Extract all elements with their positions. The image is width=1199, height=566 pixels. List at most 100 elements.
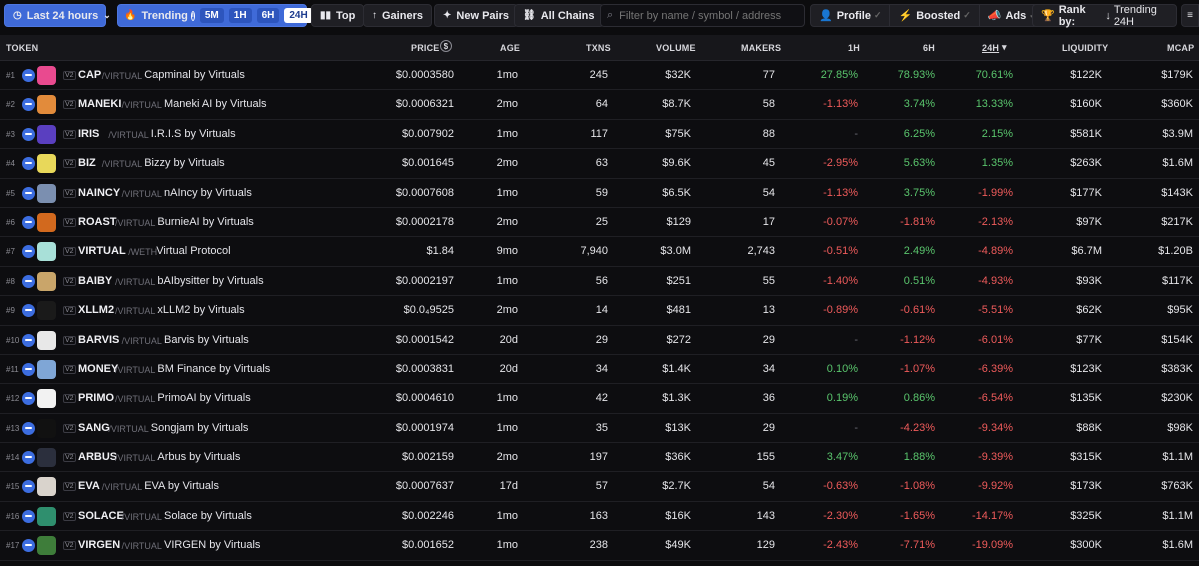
segment-24h[interactable]: 24H — [284, 8, 313, 23]
new-pairs-label: New Pairs — [456, 9, 509, 22]
chevron-down-icon: ⌄ — [103, 10, 111, 20]
table-row[interactable]: #16 V2 SOLACE/VIRTUAL Solace by Virtuals $0.… — [0, 501, 1199, 532]
table-row[interactable]: #15 V2 EVA/VIRTUAL EVA by Virtuals $0.000763… — [0, 472, 1199, 502]
segment-6h[interactable]: 6H — [256, 8, 280, 23]
age-cell: 1mo — [496, 186, 518, 199]
header-age[interactable]: AGE — [500, 43, 521, 53]
makers-cell: 129 — [756, 539, 775, 552]
liquidity-cell: $62K — [1076, 304, 1102, 317]
price-cell: $0.0002178 — [395, 215, 454, 228]
top-button[interactable]: ▮▮ Top — [311, 4, 365, 27]
token-name: bAIbysitter by Virtuals — [157, 274, 264, 287]
price-cell: $0.0006321 — [395, 98, 454, 111]
mcap-cell: $1.20B — [1158, 245, 1193, 258]
change-24h-cell: -2.13% — [978, 215, 1013, 228]
table-row[interactable]: #17 V2 VIRGEN/VIRTUAL VIRGEN by Virtuals $0.… — [0, 531, 1199, 561]
txns-cell: 245 — [589, 69, 608, 81]
volume-cell: $6.5K — [662, 186, 691, 199]
token-symbol: ROAST — [78, 215, 117, 228]
rank-by-dropdown[interactable]: 🏆 Rank by: ↓ Trending 24H — [1032, 4, 1177, 28]
table-row[interactable]: #1 V2 CAP/VIRTUAL Capminal by Virtuals $0.00… — [0, 61, 1199, 91]
liquidity-cell: $6.7M — [1071, 245, 1102, 258]
token-name: PrimoAI by Virtuals — [157, 392, 251, 405]
makers-cell: 54 — [762, 480, 775, 493]
new-pairs-button[interactable]: ✦ New Pairs — [434, 4, 518, 27]
row-rank: #5 — [6, 188, 15, 198]
change-24h-cell: -6.39% — [978, 362, 1013, 375]
change-24h-cell: -4.93% — [978, 274, 1013, 287]
boosted-filter[interactable]: ⚡ Boosted ✓ — [890, 5, 980, 26]
liquidity-cell: $123K — [1070, 362, 1102, 375]
link-icon: ⛓ — [523, 10, 536, 21]
search-input[interactable] — [619, 9, 790, 22]
header-makers[interactable]: MAKERS — [741, 43, 782, 53]
ads-label: Ads — [1005, 9, 1027, 22]
txns-cell: 14 — [595, 304, 608, 317]
token-symbol: IRIS — [78, 127, 100, 140]
gainers-button[interactable]: ↑ Gainers — [363, 4, 432, 27]
header-1h[interactable]: 1H — [848, 43, 860, 53]
table-row[interactable]: #7 V2 VIRTUAL/WETH Virtual Protocol $1.84 9mo… — [0, 237, 1199, 267]
table-row[interactable]: #5 V2 NAINCY/VIRTUAL nAIncy by Virtuals $0.0… — [0, 178, 1199, 208]
table-row[interactable]: #4 V2 BIZ/VIRTUAL Bizzy by Virtuals $0.00164… — [0, 149, 1199, 179]
change-24h-cell: -14.17% — [972, 509, 1013, 522]
change-1h-cell: - — [854, 333, 858, 346]
mcap-cell: $360K — [1161, 98, 1193, 111]
trending-button[interactable]: 🔥 Trending i 5M 1H 6H 24H — [117, 4, 313, 27]
change-24h-cell: -19.09% — [972, 539, 1013, 552]
segment-1h[interactable]: 1H — [228, 8, 252, 23]
header-volume[interactable]: VOLUME — [656, 43, 696, 53]
makers-cell: 58 — [762, 98, 775, 111]
price-cell: $0.0004610 — [395, 392, 454, 405]
dex-version-badge: V2 — [63, 247, 76, 257]
table-row[interactable]: #12 V2 PRIMO/VIRTUAL PrimoAI by Virtuals $0.… — [0, 384, 1199, 414]
txns-cell: 117 — [590, 127, 608, 140]
table-row[interactable]: #11 V2 MONEY/VIRTUAL BM Finance by Virtuals… — [0, 354, 1199, 385]
table-row[interactable]: #3 V2 IRIS/VIRTUAL I.R.I.S by Virtuals $0.00… — [0, 119, 1199, 150]
segment-5m[interactable]: 5M — [199, 8, 224, 23]
token-logo — [37, 506, 56, 526]
mcap-cell: $763K — [1161, 480, 1193, 493]
table-row[interactable]: #6 V2 ROAST/VIRTUAL BurnieAI by Virtuals $0.… — [0, 207, 1199, 238]
mcap-cell: $1.6M — [1162, 539, 1193, 552]
header-mcap[interactable]: MCAP — [1167, 43, 1195, 53]
token-symbol: VIRGEN — [78, 539, 121, 552]
table-row[interactable]: #9 V2 XLLM2/VIRTUAL xLLM2 by Virtuals $0.0₄9… — [0, 296, 1199, 326]
makers-cell: 143 — [756, 509, 775, 522]
volume-cell: $272 — [666, 333, 691, 346]
timeframe-dropdown[interactable]: ◷ Last 24 hours ⌄ — [4, 4, 111, 27]
header-24h[interactable]: 24H — [982, 43, 1000, 53]
table-row[interactable]: #2 V2 MANEKI/VIRTUAL Maneki AI by Virtuals $… — [0, 90, 1199, 120]
price-cell: $0.0003831 — [395, 362, 454, 375]
table-row[interactable]: #13 V2 SANG/VIRTUAL Songjam by Virtuals $0.0… — [0, 413, 1199, 444]
header-liquidity[interactable]: LIQUIDITY — [1062, 43, 1109, 53]
table-row[interactable]: #8 V2 BAIBY/VIRTUAL bAIbysitter by Virtuals… — [0, 266, 1199, 297]
token-name: Solace by Virtuals — [164, 509, 252, 522]
txns-cell: 29 — [595, 333, 608, 346]
search-box[interactable]: ⌕ — [600, 4, 805, 27]
timeframe-label: Last 24 hours — [26, 9, 99, 22]
age-cell: 20d — [499, 333, 518, 346]
volume-cell: $481 — [666, 304, 691, 317]
table-row[interactable]: #14 V2 ARBUS/VIRTUAL Arbus by Virtuals $0.00… — [0, 443, 1199, 473]
all-chains-label: All Chains — [540, 9, 595, 22]
base-chain-icon — [22, 304, 35, 318]
volume-cell: $36K — [665, 451, 691, 464]
filter-icon[interactable]: ≡ — [1181, 4, 1199, 27]
dex-version-badge: V2 — [63, 276, 76, 286]
header-txns[interactable]: TXNS — [586, 43, 611, 53]
header-token[interactable]: TOKEN — [6, 43, 39, 53]
currency-icon[interactable]: $ — [440, 40, 452, 52]
price-cell: $0.0002197 — [395, 274, 454, 287]
table-row[interactable]: #10 V2 BARVIS/VIRTUAL Barvis by Virtuals $0.… — [0, 325, 1199, 355]
makers-cell: 34 — [762, 362, 775, 375]
profile-filter[interactable]: 👤 Profile ✓ — [811, 5, 891, 26]
makers-cell: 36 — [762, 392, 775, 405]
header-price[interactable]: PRICE — [411, 43, 440, 53]
token-name: Maneki AI by Virtuals — [164, 98, 267, 111]
token-logo — [37, 183, 56, 203]
quote-symbol: /VIRTUAL — [115, 364, 156, 375]
lightning-icon: ⚡ — [898, 10, 913, 22]
all-chains-button[interactable]: ⛓ All Chains — [514, 4, 604, 27]
header-6h[interactable]: 6H — [923, 43, 935, 53]
